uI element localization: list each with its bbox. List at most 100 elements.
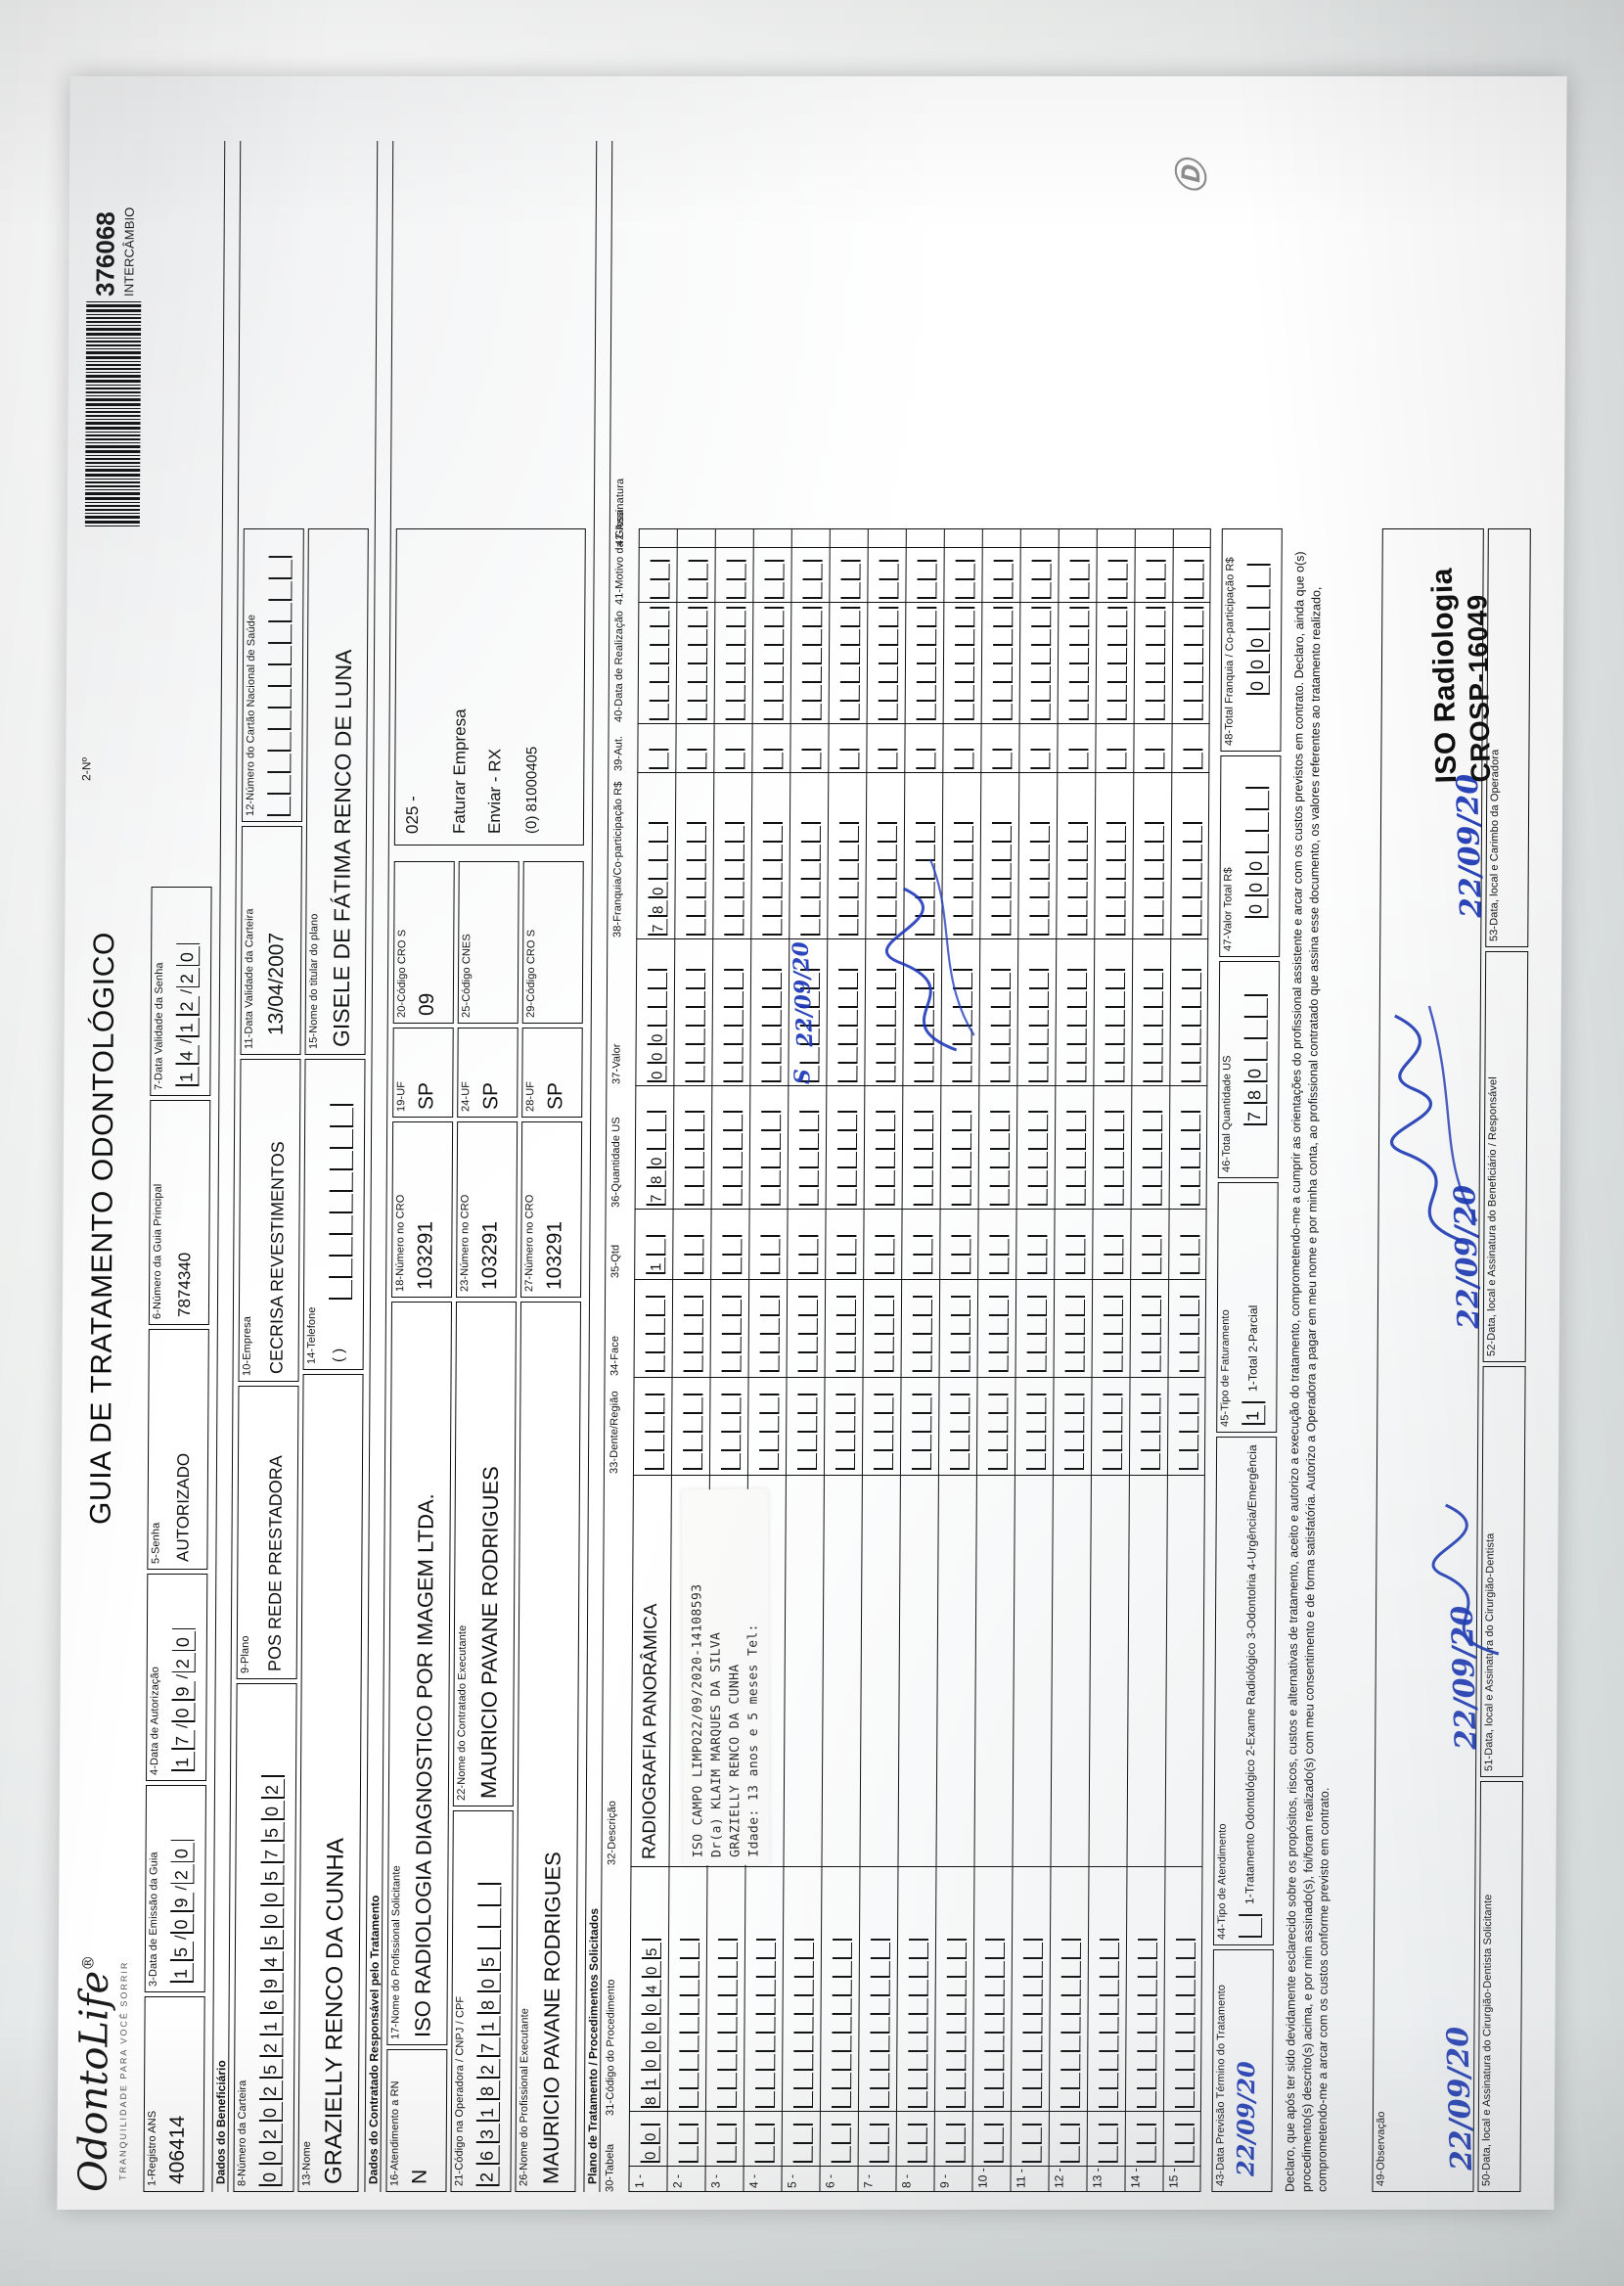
comb-cell[interactable]	[951, 1300, 970, 1316]
comb-cell[interactable]	[1022, 2035, 1042, 2052]
comb-cell[interactable]	[1060, 2146, 1080, 2163]
comb-cell[interactable]	[832, 2035, 851, 2052]
comb-cell[interactable]: 4	[642, 1980, 661, 1996]
field-12-cns-comb[interactable]	[265, 549, 293, 816]
field-4-date-comb[interactable]: 1 7/0 9/2 0	[169, 1621, 196, 1771]
plan-cell-aut[interactable]	[683, 742, 706, 769]
plan-cell-dente[interactable]	[1060, 1387, 1085, 1470]
comb-cell[interactable]	[1069, 629, 1089, 646]
comb-cell[interactable]	[683, 1416, 702, 1433]
comb-cell[interactable]	[1100, 1943, 1119, 1959]
comb-cell[interactable]	[1103, 1416, 1122, 1433]
comb-cell[interactable]	[952, 1170, 971, 1187]
comb-cell[interactable]	[1022, 2073, 1042, 2089]
comb-cell[interactable]	[1176, 1961, 1195, 1978]
comb-cell[interactable]	[687, 863, 706, 880]
plan-cell-tabela[interactable]	[828, 2117, 851, 2163]
comb-cell[interactable]	[722, 1355, 742, 1372]
plan-cell-dente[interactable]	[1022, 1387, 1047, 1470]
comb-cell[interactable]	[687, 753, 706, 769]
comb-cell[interactable]	[836, 1355, 856, 1372]
comb-cell[interactable]	[685, 1152, 704, 1168]
field-14-phone-comb[interactable]	[327, 1097, 353, 1300]
comb-cell[interactable]: 0	[1244, 898, 1268, 918]
plan-cell-face[interactable]	[680, 1289, 704, 1372]
comb-cell[interactable]: 4	[175, 1045, 199, 1065]
comb-cell[interactable]	[1099, 2146, 1118, 2163]
comb-cell[interactable]: 1	[641, 2073, 660, 2089]
comb-cell[interactable]	[1184, 666, 1203, 683]
comb-cell[interactable]	[721, 1453, 741, 1470]
comb-cell[interactable]	[914, 1133, 933, 1150]
comb-cell[interactable]: 1	[170, 1963, 194, 1983]
comb-cell[interactable]	[1066, 1189, 1086, 1206]
plan-cell-qtd[interactable]	[680, 1228, 703, 1274]
plan-cell-qtd[interactable]: 1	[642, 1228, 665, 1274]
comb-cell[interactable]	[992, 882, 1012, 898]
comb-cell[interactable]	[1179, 1397, 1198, 1414]
field-45-checkbox[interactable]: 1	[1240, 1394, 1265, 1425]
comb-cell[interactable]	[267, 775, 291, 795]
comb-cell[interactable]	[650, 685, 669, 702]
comb-cell[interactable]	[1069, 666, 1089, 683]
comb-cell[interactable]	[1142, 1300, 1161, 1316]
comb-cell[interactable]	[1180, 1300, 1199, 1316]
comb-cell[interactable]	[763, 863, 783, 880]
comb-cell[interactable]	[1106, 845, 1126, 861]
comb-cell[interactable]	[686, 973, 705, 989]
plan-cell-dente[interactable]	[1099, 1387, 1123, 1470]
plan-cell-qtd-us[interactable]	[834, 1104, 858, 1206]
plan-cell-tabela[interactable]	[942, 2117, 966, 2163]
comb-cell[interactable]	[1180, 1355, 1199, 1372]
comb-cell[interactable]	[1064, 1416, 1084, 1433]
comb-cell[interactable]	[840, 582, 860, 599]
comb-cell[interactable]: 1	[476, 2016, 500, 2035]
field-47-comb[interactable]: 0 0 0	[1242, 780, 1269, 918]
comb-cell[interactable]	[646, 1318, 665, 1335]
comb-cell[interactable]	[1175, 2017, 1195, 2034]
plan-cell-dente[interactable]	[641, 1387, 665, 1470]
comb-cell[interactable]	[763, 826, 783, 843]
comb-cell[interactable]	[1138, 1961, 1157, 1978]
comb-cell[interactable]	[801, 753, 821, 769]
comb-cell[interactable]	[946, 2091, 966, 2108]
comb-cell[interactable]	[1099, 2127, 1118, 2144]
plan-cell-aut[interactable]	[1026, 742, 1050, 769]
comb-cell[interactable]	[726, 685, 745, 702]
comb-cell[interactable]	[1060, 2017, 1080, 2034]
comb-cell[interactable]	[764, 666, 784, 683]
comb-cell[interactable]	[649, 863, 668, 880]
plan-cell-motivo[interactable]	[798, 553, 822, 599]
plan-cell-face[interactable]	[947, 1289, 971, 1372]
comb-cell[interactable]	[1065, 1300, 1085, 1316]
comb-cell[interactable]	[988, 1435, 1008, 1451]
comb-cell[interactable]	[797, 1435, 817, 1451]
comb-cell[interactable]	[793, 2091, 813, 2108]
plan-cell-motivo[interactable]	[646, 553, 669, 599]
comb-cell[interactable]: 0	[649, 882, 668, 898]
comb-cell[interactable]	[1030, 753, 1050, 769]
comb-cell[interactable]	[1180, 1318, 1199, 1335]
comb-cell[interactable]	[991, 973, 1011, 989]
comb-cell[interactable]	[686, 1029, 705, 1045]
comb-cell[interactable]	[679, 2073, 699, 2089]
plan-cell-qtd[interactable]	[1023, 1228, 1047, 1274]
comb-cell[interactable]	[1031, 611, 1051, 627]
comb-cell[interactable]	[687, 826, 706, 843]
comb-cell[interactable]	[1144, 1029, 1163, 1045]
comb-cell[interactable]	[756, 1980, 776, 1996]
comb-cell[interactable]	[1107, 704, 1127, 720]
comb-cell[interactable]	[687, 845, 706, 861]
comb-cell[interactable]	[914, 1189, 933, 1206]
comb-cell[interactable]	[916, 753, 935, 769]
comb-cell[interactable]	[835, 1453, 855, 1470]
comb-cell[interactable]	[1175, 2073, 1195, 2089]
comb-cell[interactable]	[760, 1355, 780, 1372]
comb-cell[interactable]	[763, 882, 783, 898]
plan-cell-motivo[interactable]	[760, 553, 784, 599]
comb-cell[interactable]	[683, 1453, 702, 1470]
comb-cell[interactable]	[726, 582, 745, 599]
comb-cell[interactable]	[800, 919, 820, 936]
comb-cell[interactable]	[946, 2054, 966, 2071]
comb-cell[interactable]	[761, 1133, 781, 1150]
